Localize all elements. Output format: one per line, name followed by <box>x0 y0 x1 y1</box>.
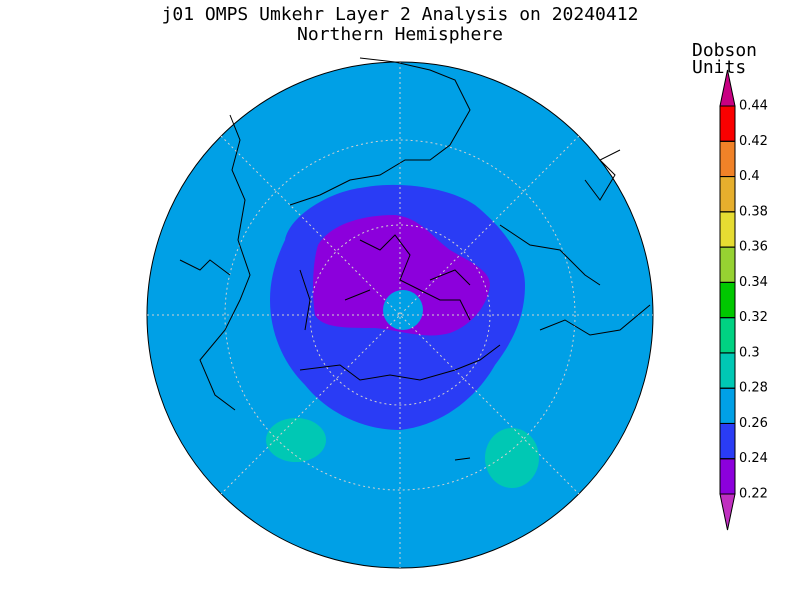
colorbar-extension <box>719 493 736 531</box>
colorbar-segment <box>719 105 736 142</box>
colorbar-segment <box>719 140 736 178</box>
colorbar-tick-label: 0.24 <box>739 451 768 466</box>
colorbar-tick-label: 0.32 <box>739 310 768 325</box>
colorbar-label: Units <box>692 57 746 78</box>
colorbar-tick-label: 0.22 <box>739 487 768 502</box>
graticule <box>224 139 576 491</box>
colorbar-tick-label: 0.44 <box>739 99 768 114</box>
colorbar-segment <box>719 387 736 424</box>
title: j01 OMPS Umkehr Layer 2 Analysis on 2024… <box>162 4 639 25</box>
colorbar-label: Dobson <box>692 40 757 61</box>
colorbar-segment <box>719 352 736 389</box>
colorbar-tick-label: 0.26 <box>739 416 768 431</box>
map <box>146 57 654 569</box>
colorbar-segment <box>719 246 736 283</box>
coastline <box>344 234 471 321</box>
colorbar-segment <box>719 211 736 248</box>
colorbar-tick-label: 0.34 <box>739 275 768 290</box>
colorbar-segment <box>719 176 736 213</box>
colorbar-tick-label: 0.42 <box>739 134 768 149</box>
colorbar-segment <box>719 422 736 460</box>
colorbar-segment <box>719 281 736 319</box>
colorbar-tick-label: 0.3 <box>739 345 760 360</box>
region <box>485 428 539 488</box>
colorbar-tick-label: 0.36 <box>739 240 768 255</box>
colorbar-tick-label: 0.4 <box>739 169 760 184</box>
graticule <box>309 224 491 406</box>
region <box>383 290 423 330</box>
colorbar: 0.22 0.24 0.26 0.28 0.3 0.32 0.34 0.36 0.38 0.4 0.… <box>719 69 768 531</box>
colorbar-segment <box>719 317 736 354</box>
colorbar-tick-label: 0.28 <box>739 381 768 396</box>
colorbar-segment <box>719 458 736 495</box>
region <box>266 418 326 462</box>
coastline <box>179 57 651 461</box>
subtitle: Northern Hemisphere <box>297 24 503 45</box>
colorbar-tick-label: 0.38 <box>739 204 768 219</box>
